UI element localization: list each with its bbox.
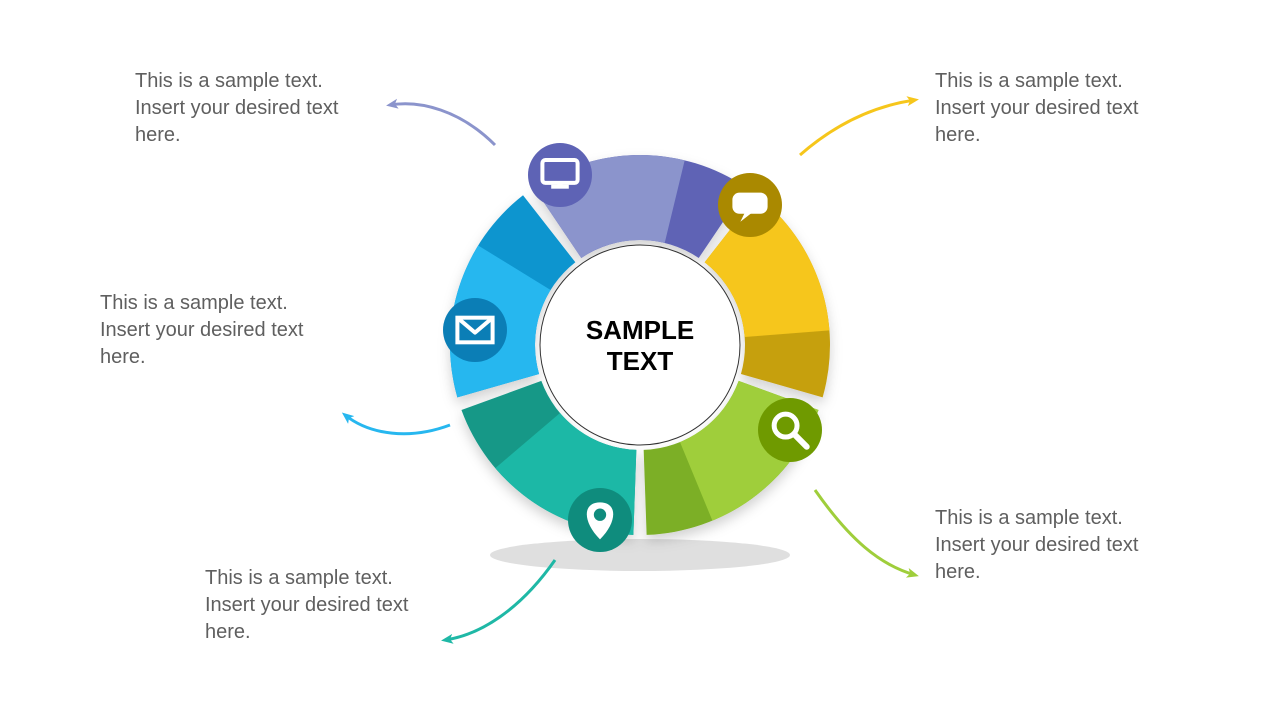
arrow-location bbox=[445, 560, 555, 640]
callout-mail: This is a sample text. Insert your desir… bbox=[100, 290, 303, 371]
arrow-search bbox=[815, 490, 915, 575]
callout-chat: This is a sample text. Insert your desir… bbox=[935, 68, 1138, 149]
callout-location: This is a sample text. Insert your desir… bbox=[205, 565, 408, 646]
arrow-monitor bbox=[390, 104, 495, 145]
center-label: SAMPLE TEXT bbox=[540, 315, 740, 377]
search-icon-bg bbox=[758, 398, 822, 462]
callout-monitor: This is a sample text. Insert your desir… bbox=[135, 68, 338, 149]
arrow-chat bbox=[800, 100, 915, 155]
arrow-mail bbox=[345, 415, 450, 434]
callout-search: This is a sample text. Insert your desir… bbox=[935, 505, 1138, 586]
mail-icon-bg bbox=[443, 298, 507, 362]
monitor-icon-bg bbox=[528, 143, 592, 207]
infographic-canvas: SAMPLE TEXT This is a sample text. Inser… bbox=[0, 0, 1280, 720]
